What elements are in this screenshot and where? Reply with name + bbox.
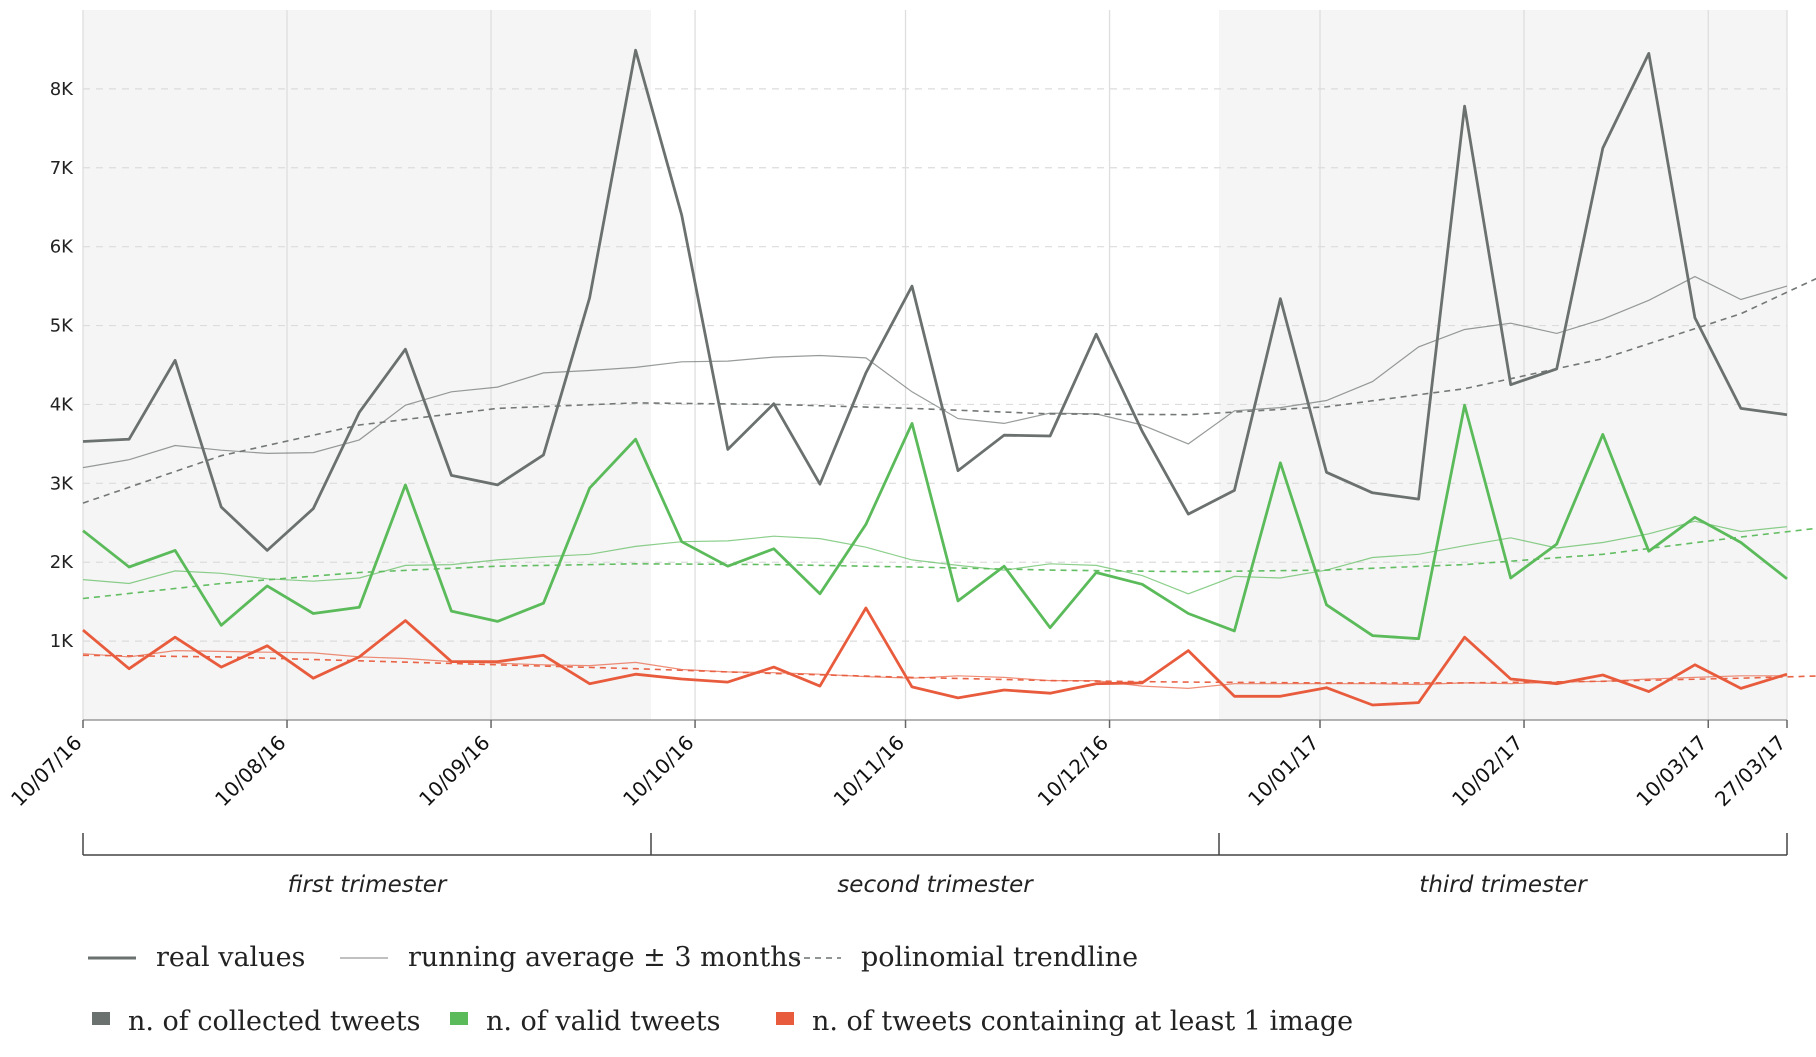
x-tick-label: 10/11/16 (829, 731, 909, 811)
legend-series-label: n. of collected tweets (128, 1006, 420, 1037)
x-tick-label: 10/07/16 (6, 731, 86, 811)
real-values-line-valid (82, 403, 1788, 641)
x-tick-label: 10/03/17 (1631, 731, 1711, 811)
x-tick-label: 10/08/16 (210, 731, 290, 811)
x-tick-label: 10/10/16 (618, 731, 698, 811)
y-tick-label: 4K (50, 394, 74, 415)
running-average-line-valid (82, 520, 1788, 595)
x-tick-label: 27/03/17 (1710, 731, 1790, 811)
real-values-line-image (82, 606, 1788, 707)
y-tick-label: 2K (50, 552, 74, 573)
y-tick-label: 5K (50, 316, 74, 337)
legend-line-style-label: running average ± 3 months (408, 942, 801, 973)
y-tick-label: 8K (50, 79, 74, 100)
legend-swatch (92, 1012, 110, 1025)
trimester-label: second trimester (837, 872, 1034, 898)
x-tick-label: 10/02/17 (1447, 731, 1527, 811)
trimester-label: third trimester (1419, 872, 1588, 898)
y-tick-label: 7K (50, 158, 74, 179)
legend-line-style-label: real values (156, 942, 305, 973)
y-tick-label: 6K (50, 237, 74, 258)
trimester-label: first trimester (288, 872, 448, 898)
running-average-line-collected (82, 275, 1788, 469)
x-tick-label: 10/12/16 (1033, 731, 1113, 811)
legend-swatch (450, 1012, 468, 1025)
x-tick-label: 10/01/17 (1243, 731, 1323, 811)
legend-series-label: n. of tweets containing at least 1 image (812, 1006, 1353, 1037)
running-average-line-image (82, 649, 1787, 690)
real-values-line-collected (82, 48, 1788, 552)
y-tick-label: 3K (50, 473, 74, 494)
x-tick-label: 10/09/16 (414, 731, 494, 811)
trimester-band-1 (83, 10, 651, 720)
legend-series-label: n. of valid tweets (486, 1006, 721, 1037)
legend-swatch (776, 1012, 794, 1025)
trimester-band-3 (1219, 10, 1787, 720)
y-tick-label: 1K (50, 631, 74, 652)
legend-line-style-label: polinomial trendline (861, 942, 1138, 973)
